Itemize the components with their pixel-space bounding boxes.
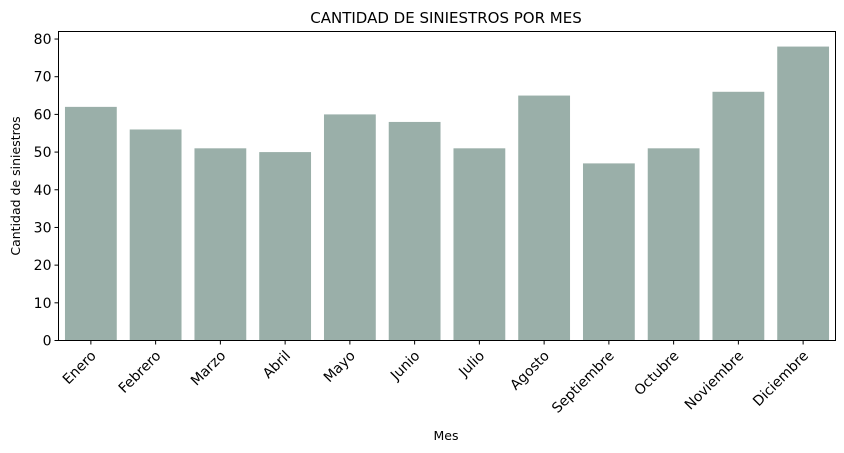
y-tick-label: 50 [34,145,52,161]
bar-junio [388,121,441,341]
x-tick-label: Octubre [632,348,683,399]
x-tick-label: Abril [260,348,294,382]
x-axis-label: Mes [434,428,459,443]
bar-agosto [518,95,571,341]
y-tick-label: 80 [34,32,52,48]
bar-febrero [129,129,182,341]
bars-group [64,46,830,341]
bar-julio [453,148,506,341]
x-tick-label: Julio [455,348,488,381]
x-tick-label: Enero [60,348,100,388]
y-tick-label: 70 [34,70,52,86]
y-axis: 0 10 20 30 40 50 60 70 80 [34,32,59,350]
bar-mayo [323,114,376,341]
x-axis: Enero Febrero Marzo Abril Mayo Junio Julio Agos… [60,340,812,417]
x-tick-label: Mayo [321,348,359,386]
x-tick-label: Junio [387,348,423,384]
bar-noviembre [712,91,765,341]
y-axis-label: Cantidad de siniestros [8,116,23,255]
bar-diciembre [777,46,830,341]
chart-title: CANTIDAD DE SINIESTROS POR MES [310,9,581,27]
y-tick-label: 0 [43,334,52,350]
x-tick-label: Marzo [188,348,229,389]
bar-septiembre [582,163,635,341]
y-tick-label: 30 [34,220,52,236]
plot-frame [58,31,836,341]
y-tick-label: 20 [34,258,52,274]
x-tick-label: Noviembre [682,348,747,413]
bar-enero [64,106,117,341]
x-tick-label: Febrero [116,348,165,397]
y-tick-label: 10 [34,296,52,312]
x-tick-label: Septiembre [549,348,618,417]
y-tick-label: 60 [34,107,52,123]
y-tick-label: 40 [34,183,52,199]
bar-marzo [194,148,247,341]
x-tick-label: Agosto [507,348,553,394]
bar-abril [259,152,312,341]
x-tick-label: Diciembre [750,348,812,410]
bar-octubre [647,148,700,341]
